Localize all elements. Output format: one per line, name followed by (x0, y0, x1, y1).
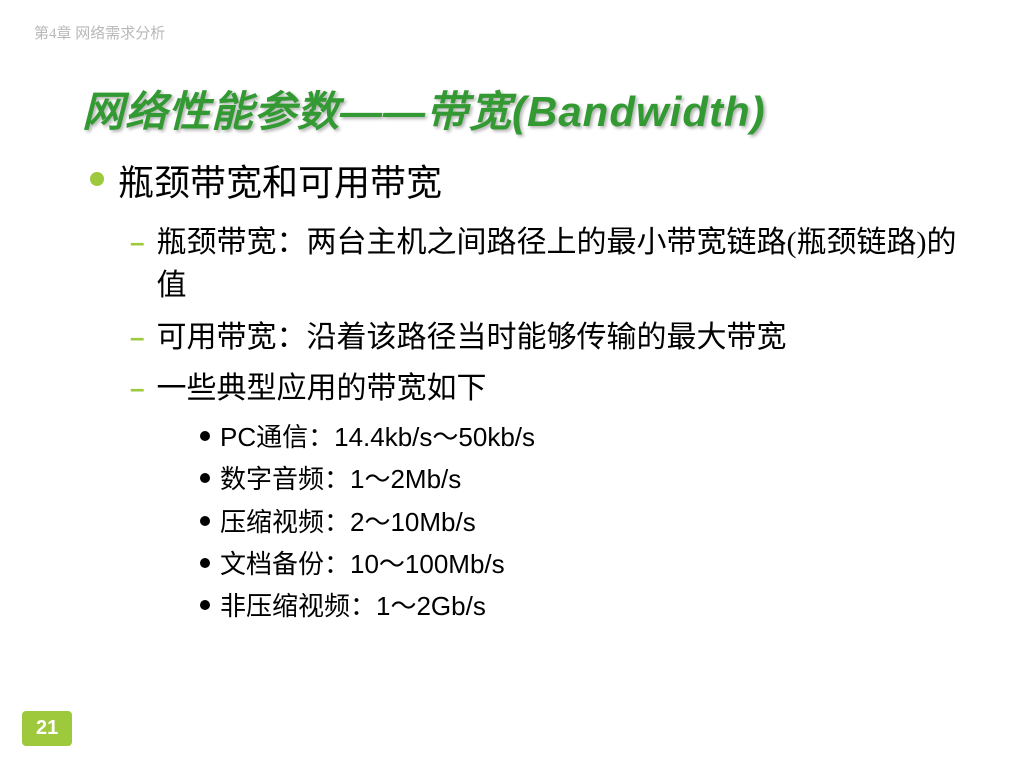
level3-text: 数字音频：1～2Mb/s (220, 461, 461, 497)
level3-text: 非压缩视频：1～2Gb/s (220, 588, 486, 624)
dot-icon (200, 600, 210, 610)
dot-icon (200, 473, 210, 483)
bullet-level3: 文档备份：10～100Mb/s (200, 546, 964, 582)
level3-text: 文档备份：10～100Mb/s (220, 546, 505, 582)
page-number: 21 (22, 711, 72, 746)
chapter-label: 第4章 网络需求分析 (34, 22, 165, 43)
dash-icon: – (130, 322, 144, 353)
dot-icon (200, 516, 210, 526)
bullet-level2: – 一些典型应用的带宽如下 (130, 367, 964, 411)
slide-title: 网络性能参数——带宽(Bandwidth) (82, 78, 766, 139)
bullet-level3: 压缩视频：2～10Mb/s (200, 504, 964, 540)
bullet-level2: – 瓶颈带宽：两台主机之间路径上的最小带宽链路(瓶颈链路)的值 (130, 221, 964, 308)
level3-text: PC通信：14.4kb/s～50kb/s (220, 419, 535, 455)
bullet-level3: 数字音频：1～2Mb/s (200, 461, 964, 497)
bullet-level3: PC通信：14.4kb/s～50kb/s (200, 419, 964, 455)
dash-icon: – (130, 373, 144, 404)
level2-text: 可用带宽：沿着该路径当时能够传输的最大带宽 (156, 316, 786, 360)
dash-icon: – (130, 227, 144, 258)
dot-icon (200, 431, 210, 441)
disc-icon (90, 172, 104, 186)
bullet-level3: 非压缩视频：1～2Gb/s (200, 588, 964, 624)
bullet-level2: – 可用带宽：沿着该路径当时能够传输的最大带宽 (130, 316, 964, 360)
level2-text: 一些典型应用的带宽如下 (156, 367, 486, 411)
level3-text: 压缩视频：2～10Mb/s (220, 504, 476, 540)
bullet-level1: 瓶颈带宽和可用带宽 (90, 160, 964, 207)
level1-text: 瓶颈带宽和可用带宽 (118, 160, 442, 207)
slide-content: 瓶颈带宽和可用带宽 – 瓶颈带宽：两台主机之间路径上的最小带宽链路(瓶颈链路)的… (90, 160, 964, 631)
level2-text: 瓶颈带宽：两台主机之间路径上的最小带宽链路(瓶颈链路)的值 (156, 221, 964, 308)
dot-icon (200, 558, 210, 568)
